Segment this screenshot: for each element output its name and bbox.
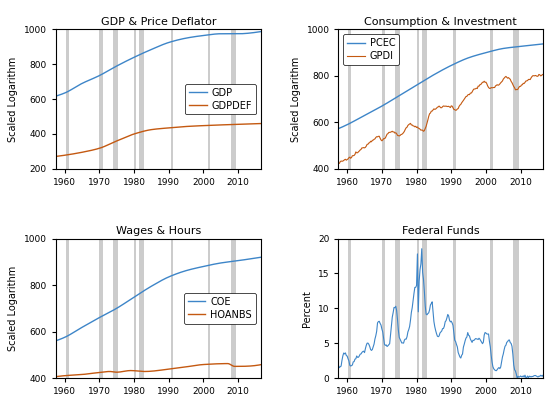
Bar [66, 239, 69, 378]
Bar [208, 29, 210, 169]
Bar [139, 29, 144, 169]
Bar [453, 29, 456, 169]
Y-axis label: Scaled Logarithm: Scaled Logarithm [291, 57, 301, 142]
Bar [453, 239, 456, 378]
Legend: GDP, GDPDEF: GDP, GDPDEF [185, 84, 256, 115]
Bar [231, 239, 236, 378]
Bar [66, 29, 69, 169]
Bar [99, 29, 102, 169]
Legend: COE, HOANBS: COE, HOANBS [184, 293, 256, 324]
Bar [514, 29, 519, 169]
Y-axis label: Scaled Logarithm: Scaled Logarithm [8, 57, 18, 142]
Bar [417, 29, 418, 169]
Bar [134, 239, 136, 378]
Bar [422, 29, 427, 169]
Bar [171, 29, 173, 169]
Bar [348, 29, 351, 169]
Bar [134, 29, 136, 169]
Bar [113, 239, 118, 378]
Bar [171, 239, 173, 378]
Bar [381, 29, 385, 169]
Bar [139, 239, 144, 378]
Bar [422, 239, 427, 378]
Title: Federal Funds: Federal Funds [402, 226, 480, 236]
Legend: PCEC, GPDI: PCEC, GPDI [343, 34, 399, 65]
Y-axis label: Percent: Percent [302, 290, 312, 327]
Bar [99, 239, 102, 378]
Bar [417, 239, 418, 378]
Y-axis label: Scaled Logarithm: Scaled Logarithm [8, 266, 18, 351]
Bar [395, 239, 400, 378]
Bar [381, 239, 385, 378]
Title: Consumption & Investment: Consumption & Investment [365, 17, 517, 27]
Title: Wages & Hours: Wages & Hours [116, 226, 201, 236]
Bar [514, 239, 519, 378]
Bar [348, 239, 351, 378]
Bar [395, 29, 400, 169]
Bar [208, 239, 210, 378]
Bar [491, 29, 493, 169]
Bar [491, 239, 493, 378]
Bar [113, 29, 118, 169]
Title: GDP & Price Deflator: GDP & Price Deflator [101, 17, 216, 27]
Bar [231, 29, 236, 169]
